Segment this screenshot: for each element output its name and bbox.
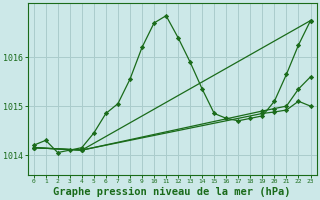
X-axis label: Graphe pression niveau de la mer (hPa): Graphe pression niveau de la mer (hPa) — [53, 186, 291, 197]
